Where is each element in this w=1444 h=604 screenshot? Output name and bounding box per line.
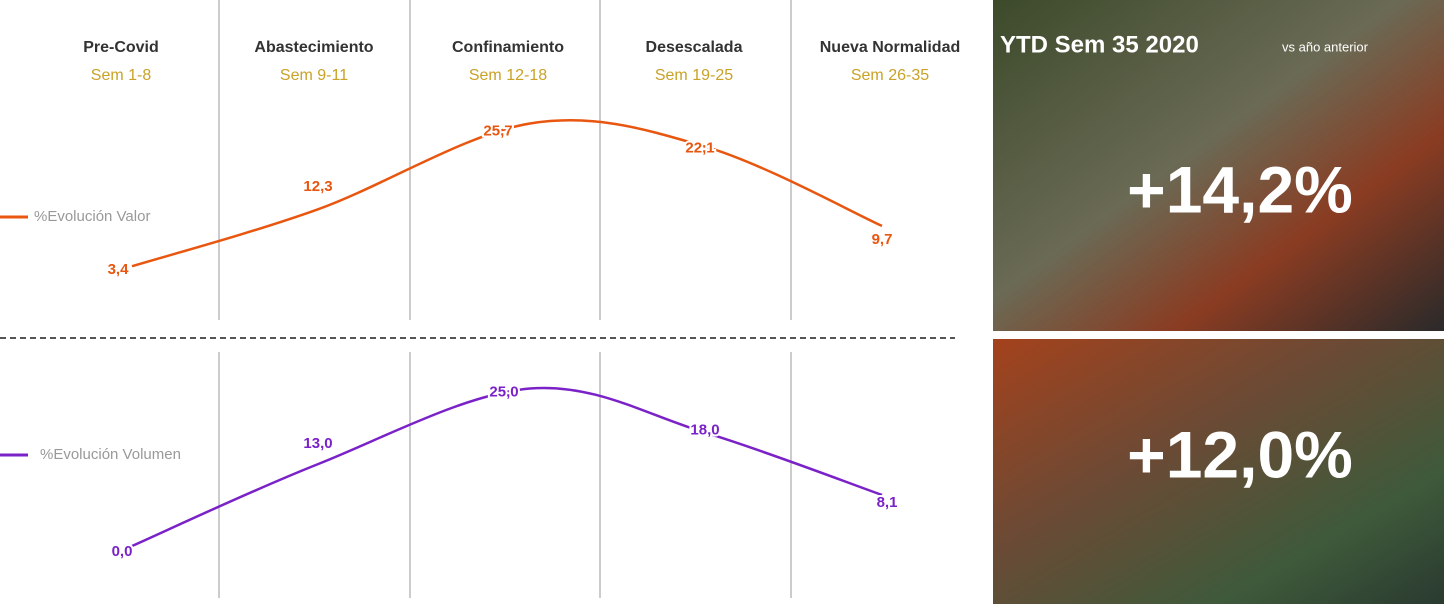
line <box>131 386 883 548</box>
summary-value: +12,0% <box>1127 417 1353 491</box>
phase-name: Abastecimiento <box>254 39 373 56</box>
data-label: 25,0 <box>489 383 518 400</box>
data-label: 18,0 <box>690 422 719 439</box>
summary-title: YTD Sem 35 2020 <box>1000 31 1199 58</box>
phase-name: Nueva Normalidad <box>820 39 960 56</box>
phase-name: Pre-Covid <box>83 39 159 56</box>
phase-weeks: Sem 12-18 <box>469 67 547 84</box>
phase-weeks: Sem 26-35 <box>851 67 929 84</box>
column-dividers <box>218 0 792 598</box>
line <box>131 118 883 268</box>
summary-value: +14,2% <box>1127 152 1353 226</box>
summary-subtitle: vs año anterior <box>1282 39 1369 54</box>
photo-top <box>993 0 1444 331</box>
data-label: 9,7 <box>872 231 893 248</box>
phase-weeks: Sem 9-11 <box>280 67 348 84</box>
data-label: 3,4 <box>108 261 130 278</box>
phase-name: Desescalada <box>646 39 743 56</box>
data-label: 13,0 <box>303 435 332 452</box>
data-label: 12,3 <box>303 178 332 195</box>
data-label: 22,1 <box>685 140 714 157</box>
legend-label: %Evolución Valor <box>34 208 150 225</box>
photo-bottom <box>993 339 1444 604</box>
phase-weeks: Sem 1-8 <box>91 67 152 84</box>
phase-name: Confinamiento <box>452 39 564 56</box>
data-label: 8,1 <box>877 494 898 511</box>
data-label: 25,7 <box>483 122 512 139</box>
legend-label: %Evolución Volumen <box>40 446 181 463</box>
data-label: 0,0 <box>112 543 133 560</box>
phase-weeks: Sem 19-25 <box>655 67 733 84</box>
